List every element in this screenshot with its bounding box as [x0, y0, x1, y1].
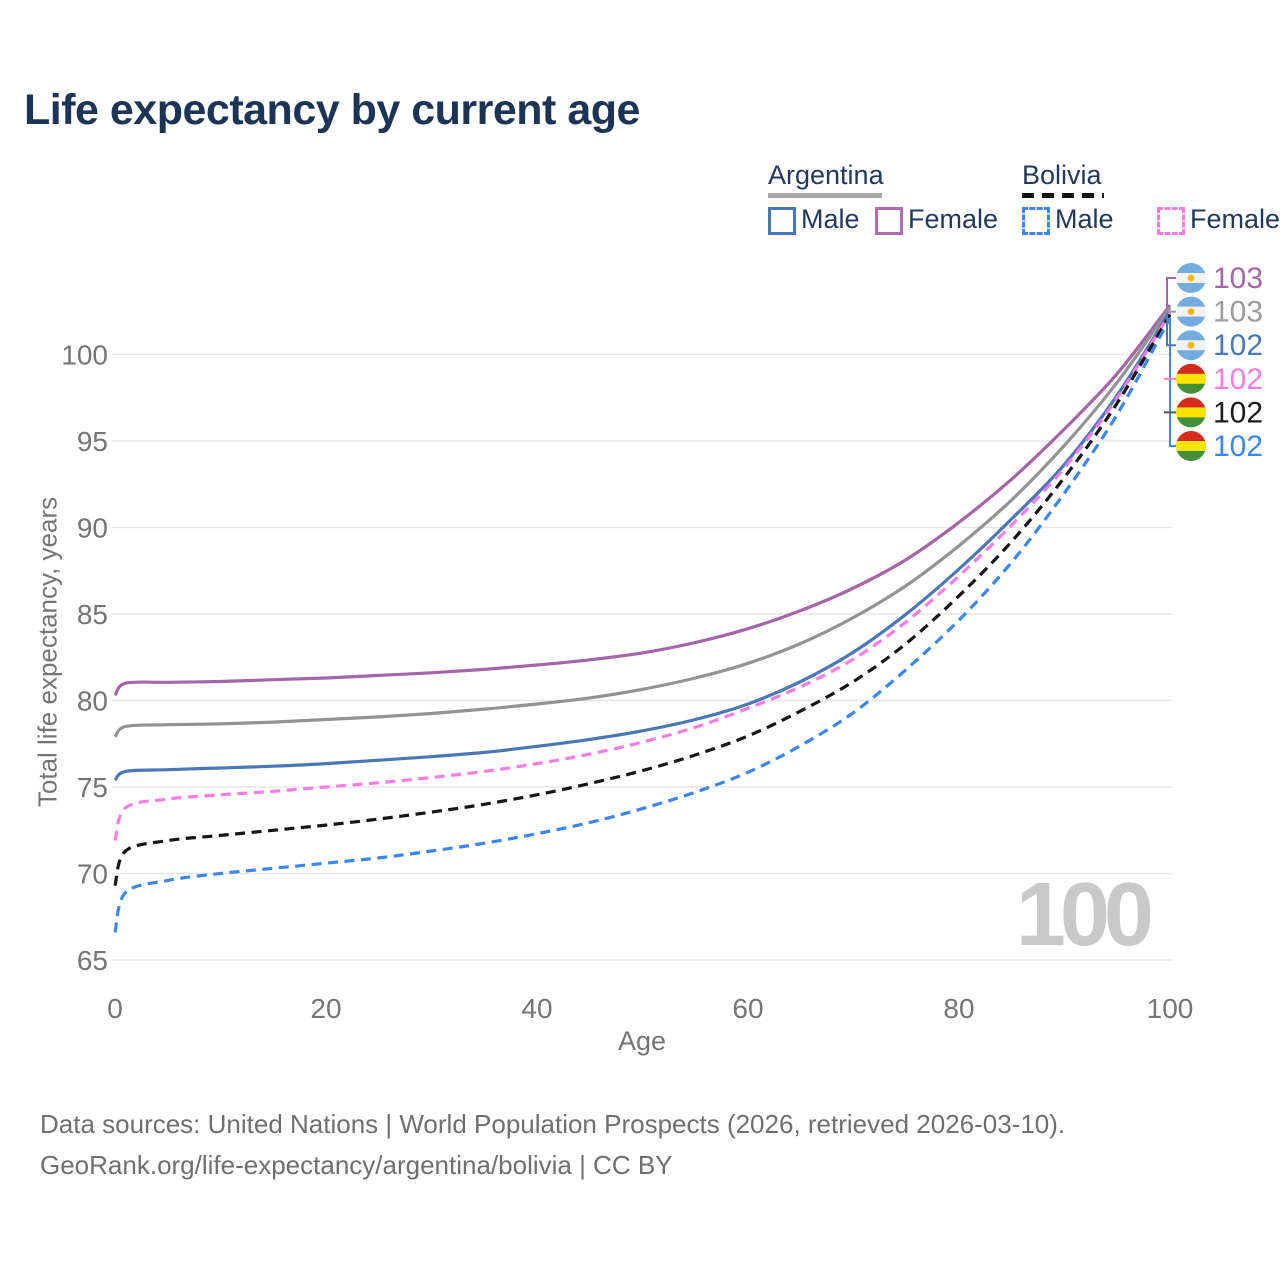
footer-line-url: GeoRank.org/life-expectancy/argentina/bo… — [40, 1150, 673, 1180]
argentina-flag-icon — [1176, 263, 1206, 293]
x-tick-60: 60 — [732, 993, 763, 1024]
y-tick-90: 90 — [77, 513, 108, 544]
x-axis-title: Age — [617, 1026, 667, 1056]
leader-argentina-male — [1166, 313, 1176, 347]
age-counter-watermark: 100 — [1015, 865, 1154, 965]
footer-attribution: Data sources: United Nations | World Pop… — [40, 1104, 1065, 1186]
legend-swatch-bolivia-male[interactable] — [1022, 207, 1050, 235]
legend-item-bolivia-male[interactable]: Male — [1055, 204, 1114, 234]
legend-group-argentina[interactable]: Argentina — [768, 160, 884, 190]
x-tick-40: 40 — [521, 993, 552, 1024]
y-tick-80: 80 — [77, 686, 108, 717]
legend-group-bolivia[interactable]: Bolivia — [1022, 160, 1102, 190]
bolivia-flag-icon — [1176, 363, 1206, 394]
series-line-bolivia-both[interactable] — [113, 313, 1172, 887]
end-label-bolivia-female: 102 — [1213, 363, 1263, 396]
legend-swatch-argentina-male[interactable] — [768, 207, 796, 235]
leader-argentina-female — [1166, 277, 1176, 307]
legend-item-bolivia-female[interactable]: Female — [1190, 204, 1280, 234]
legend-item-argentina-female[interactable]: Female — [908, 204, 999, 234]
y-tick-95: 95 — [77, 426, 108, 457]
x-tick-0: 0 — [107, 993, 123, 1024]
end-label-argentina-male: 102 — [1213, 329, 1263, 362]
argentina-flag-icon — [1176, 330, 1206, 361]
x-tick-20: 20 — [310, 993, 341, 1024]
bolivia-flag-icon — [1176, 431, 1206, 461]
series-line-argentina-both[interactable] — [113, 306, 1172, 738]
y-tick-65: 65 — [77, 945, 108, 976]
leader-bolivia-male — [1169, 318, 1176, 447]
y-tick-100: 100 — [61, 340, 108, 371]
y-tick-70: 70 — [77, 859, 108, 890]
footer-line-sources: Data sources: United Nations | World Pop… — [40, 1109, 1066, 1139]
series-line-bolivia-female[interactable] — [113, 312, 1172, 842]
end-label-argentina-female: 103 — [1213, 262, 1263, 295]
legend-swatch-bolivia-female[interactable] — [1157, 207, 1185, 235]
series-line-bolivia-male[interactable] — [113, 317, 1172, 933]
series-line-argentina-male[interactable] — [113, 310, 1172, 782]
end-label-argentina-both: 103 — [1213, 296, 1263, 329]
x-tick-80: 80 — [943, 993, 974, 1024]
legend-argentina-underline — [768, 193, 882, 198]
bolivia-flag-icon — [1176, 397, 1206, 428]
legend-item-argentina-male[interactable]: Male — [801, 204, 860, 234]
series-line-argentina-female[interactable] — [113, 304, 1172, 697]
y-tick-75: 75 — [77, 772, 108, 803]
page-title: Life expectancy by current age — [24, 86, 640, 134]
legend-swatch-argentina-female[interactable] — [875, 207, 903, 235]
end-label-bolivia-both: 102 — [1213, 396, 1263, 429]
x-tick-100: 100 — [1147, 993, 1194, 1024]
argentina-flag-icon — [1176, 296, 1206, 327]
end-label-bolivia-male: 102 — [1213, 430, 1263, 463]
y-tick-85: 85 — [77, 599, 108, 630]
legend-bolivia-underline — [1022, 193, 1104, 198]
